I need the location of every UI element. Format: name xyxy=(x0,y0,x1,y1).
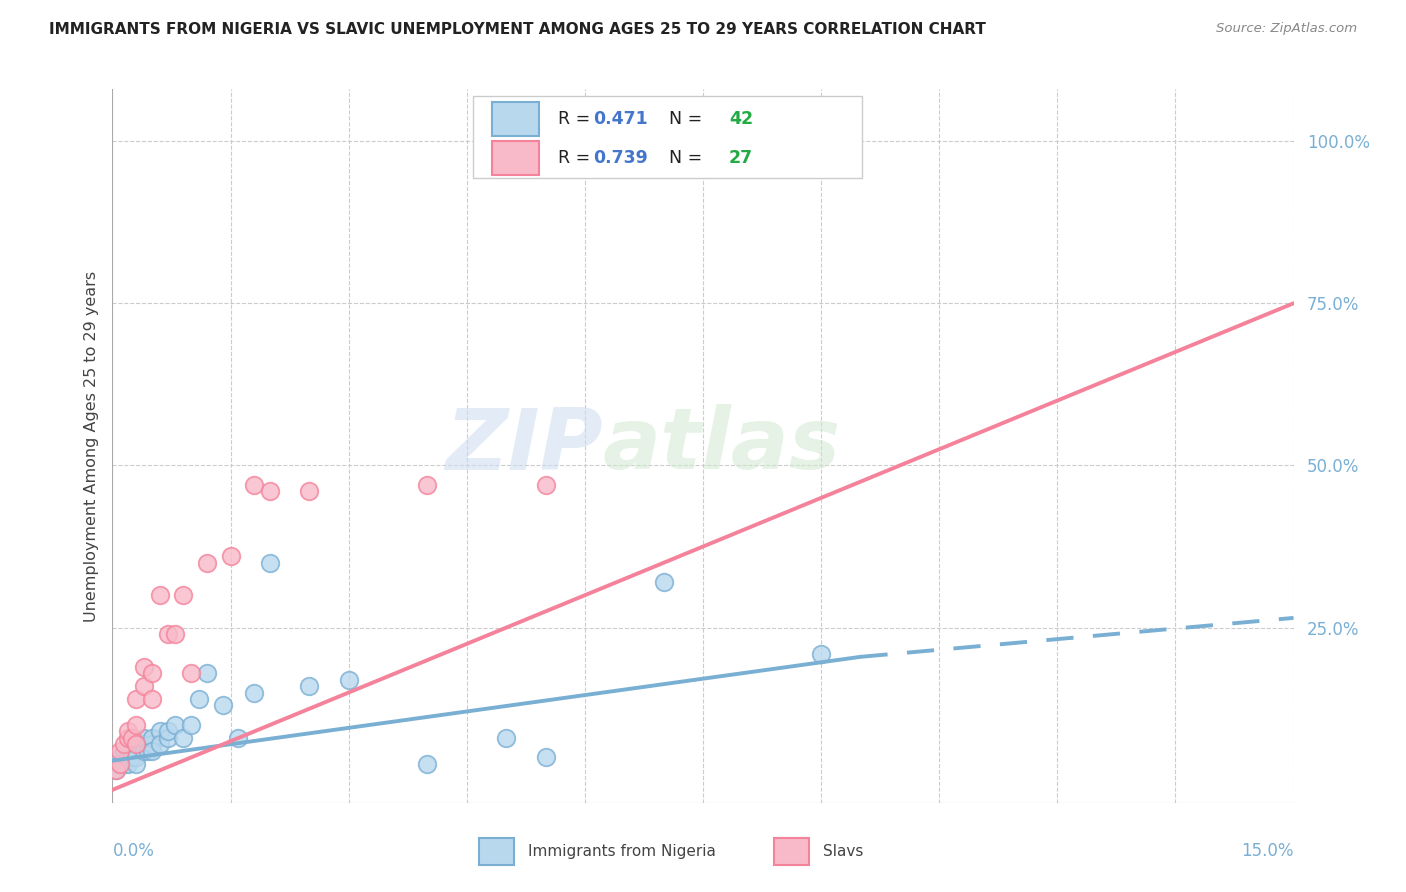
Point xyxy=(141,738,163,752)
Point xyxy=(132,679,155,693)
Text: 15.0%: 15.0% xyxy=(1241,842,1294,860)
Point xyxy=(298,484,321,499)
Point xyxy=(337,673,360,687)
Point xyxy=(219,549,242,564)
Point xyxy=(141,666,163,681)
FancyBboxPatch shape xyxy=(773,838,810,865)
Point xyxy=(416,478,439,492)
Text: Source: ZipAtlas.com: Source: ZipAtlas.com xyxy=(1216,22,1357,36)
Point xyxy=(141,731,163,745)
Point xyxy=(110,756,132,771)
Point xyxy=(112,738,135,752)
Point xyxy=(132,731,155,745)
Point xyxy=(180,666,202,681)
Point xyxy=(110,750,132,764)
Point xyxy=(416,756,439,771)
Text: N =: N = xyxy=(658,149,707,167)
Point xyxy=(105,764,128,778)
Point xyxy=(125,738,148,752)
Point xyxy=(117,756,139,771)
Text: Slavs: Slavs xyxy=(824,844,863,859)
Point xyxy=(495,153,517,168)
Point xyxy=(132,738,155,752)
Text: ZIP: ZIP xyxy=(444,404,603,488)
Point xyxy=(117,731,139,745)
Point xyxy=(180,718,202,732)
Point xyxy=(121,744,143,758)
Point xyxy=(125,718,148,732)
Text: N =: N = xyxy=(658,111,707,128)
Text: 42: 42 xyxy=(728,111,754,128)
FancyBboxPatch shape xyxy=(492,103,538,136)
Point xyxy=(810,647,832,661)
Point xyxy=(165,627,187,641)
Point xyxy=(117,724,139,739)
Point xyxy=(129,738,152,752)
Point xyxy=(105,764,128,778)
Point xyxy=(149,588,172,602)
Point xyxy=(121,750,143,764)
Point xyxy=(112,756,135,771)
FancyBboxPatch shape xyxy=(478,838,515,865)
Point xyxy=(172,731,194,745)
Point xyxy=(298,679,321,693)
Text: 0.0%: 0.0% xyxy=(112,842,155,860)
Point xyxy=(495,731,517,745)
Point xyxy=(243,685,266,699)
Text: Immigrants from Nigeria: Immigrants from Nigeria xyxy=(529,844,716,859)
Point xyxy=(534,478,557,492)
Point xyxy=(259,556,281,570)
Point xyxy=(125,750,148,764)
Point xyxy=(259,484,281,499)
Point xyxy=(652,575,675,590)
Point xyxy=(149,724,172,739)
Point xyxy=(211,698,233,713)
Point xyxy=(125,744,148,758)
Point xyxy=(125,756,148,771)
Point xyxy=(141,744,163,758)
Point xyxy=(228,731,250,745)
Point xyxy=(156,724,179,739)
Point xyxy=(141,692,163,706)
Point xyxy=(156,731,179,745)
Point xyxy=(149,738,172,752)
Point xyxy=(110,756,132,771)
Text: 0.471: 0.471 xyxy=(593,111,648,128)
Text: R =: R = xyxy=(558,111,596,128)
Point xyxy=(136,744,159,758)
Point xyxy=(534,750,557,764)
Point xyxy=(125,738,148,752)
FancyBboxPatch shape xyxy=(472,96,862,178)
Point xyxy=(188,692,211,706)
FancyBboxPatch shape xyxy=(492,141,538,175)
Point xyxy=(117,750,139,764)
Text: atlas: atlas xyxy=(603,404,841,488)
Point xyxy=(110,744,132,758)
Text: 27: 27 xyxy=(728,149,754,167)
Point xyxy=(195,666,218,681)
Y-axis label: Unemployment Among Ages 25 to 29 years: Unemployment Among Ages 25 to 29 years xyxy=(83,270,98,622)
Point xyxy=(132,744,155,758)
Text: 0.739: 0.739 xyxy=(593,149,648,167)
Point xyxy=(156,627,179,641)
Point xyxy=(172,588,194,602)
Point xyxy=(121,731,143,745)
Point xyxy=(117,744,139,758)
Point xyxy=(243,478,266,492)
Point xyxy=(165,718,187,732)
Point xyxy=(125,692,148,706)
Text: IMMIGRANTS FROM NIGERIA VS SLAVIC UNEMPLOYMENT AMONG AGES 25 TO 29 YEARS CORRELA: IMMIGRANTS FROM NIGERIA VS SLAVIC UNEMPL… xyxy=(49,22,986,37)
Point xyxy=(132,659,155,673)
Point xyxy=(112,744,135,758)
Point xyxy=(195,556,218,570)
Text: R =: R = xyxy=(558,149,596,167)
